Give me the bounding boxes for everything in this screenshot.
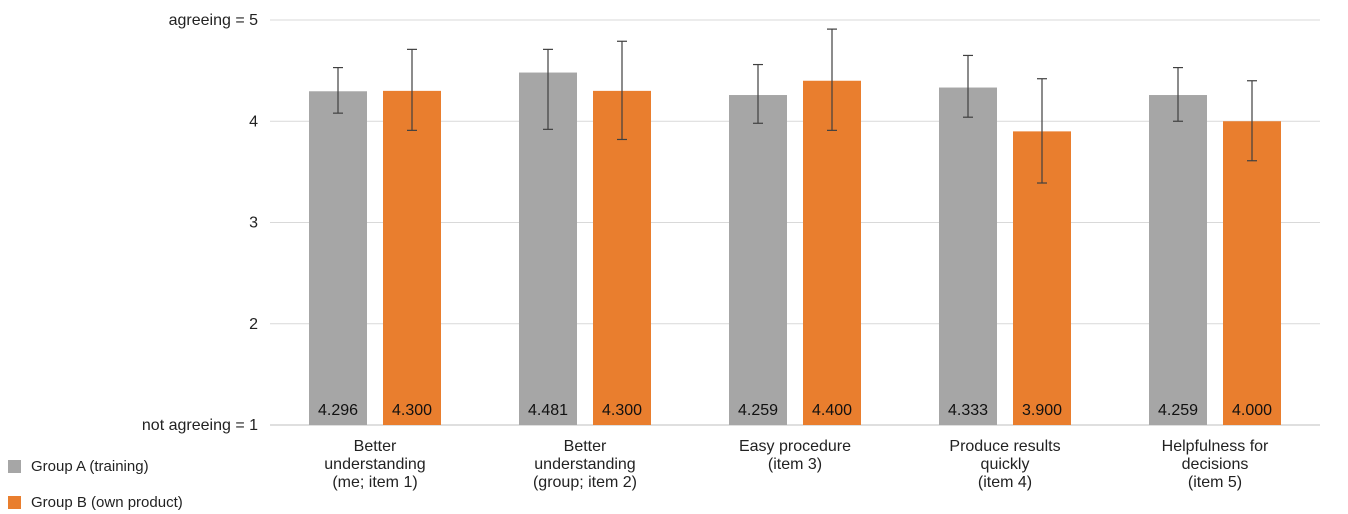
bar xyxy=(939,87,997,425)
bar xyxy=(309,91,367,425)
data-label: 4.481 xyxy=(528,402,568,419)
data-label: 4.259 xyxy=(738,402,778,419)
legend-item-group-a: Group A (training) xyxy=(8,458,149,475)
bar xyxy=(803,80,861,425)
x-tick-label: (group; item 2) xyxy=(533,474,637,491)
legend-label-group-a: Group A (training) xyxy=(31,458,149,475)
x-tick-label: understanding xyxy=(324,456,425,473)
y-tick-label: agreeing = 5 xyxy=(169,12,259,29)
y-tick-label: 4 xyxy=(249,113,258,130)
x-tick-label: (item 3) xyxy=(768,456,822,473)
legend-swatch-group-b xyxy=(8,496,21,509)
legend-item-group-b: Group B (own product) xyxy=(8,494,183,511)
data-label: 4.000 xyxy=(1232,402,1272,419)
x-tick-label: Better xyxy=(564,438,607,455)
x-tick-label: quickly xyxy=(981,456,1030,473)
data-label: 4.259 xyxy=(1158,402,1198,419)
x-tick-label: understanding xyxy=(534,456,635,473)
data-label: 4.300 xyxy=(602,402,642,419)
bar xyxy=(383,90,441,425)
data-label: 4.300 xyxy=(392,402,432,419)
bar xyxy=(729,95,787,426)
x-tick-label: (me; item 1) xyxy=(332,474,417,491)
data-label: 4.333 xyxy=(948,402,988,419)
bar xyxy=(1149,95,1207,426)
data-label: 3.900 xyxy=(1022,402,1062,419)
data-label: 4.400 xyxy=(812,402,852,419)
x-tick-label: (item 5) xyxy=(1188,474,1242,491)
x-tick-label: Better xyxy=(354,438,397,455)
bar xyxy=(1223,121,1281,425)
y-tick-label: 2 xyxy=(249,316,258,333)
x-tick-label: decisions xyxy=(1182,456,1249,473)
x-tick-label: Easy procedure xyxy=(739,438,851,455)
bar xyxy=(593,90,651,425)
y-tick-label: 3 xyxy=(249,215,258,232)
x-tick-label: Produce results xyxy=(949,438,1060,455)
legend-label-group-b: Group B (own product) xyxy=(31,494,183,511)
x-tick-label: (item 4) xyxy=(978,474,1032,491)
data-label: 4.296 xyxy=(318,402,358,419)
y-tick-label: not agreeing = 1 xyxy=(142,417,258,434)
legend-swatch-group-a xyxy=(8,460,21,473)
x-tick-label: Helpfulness for xyxy=(1162,438,1269,455)
bar xyxy=(519,72,577,425)
